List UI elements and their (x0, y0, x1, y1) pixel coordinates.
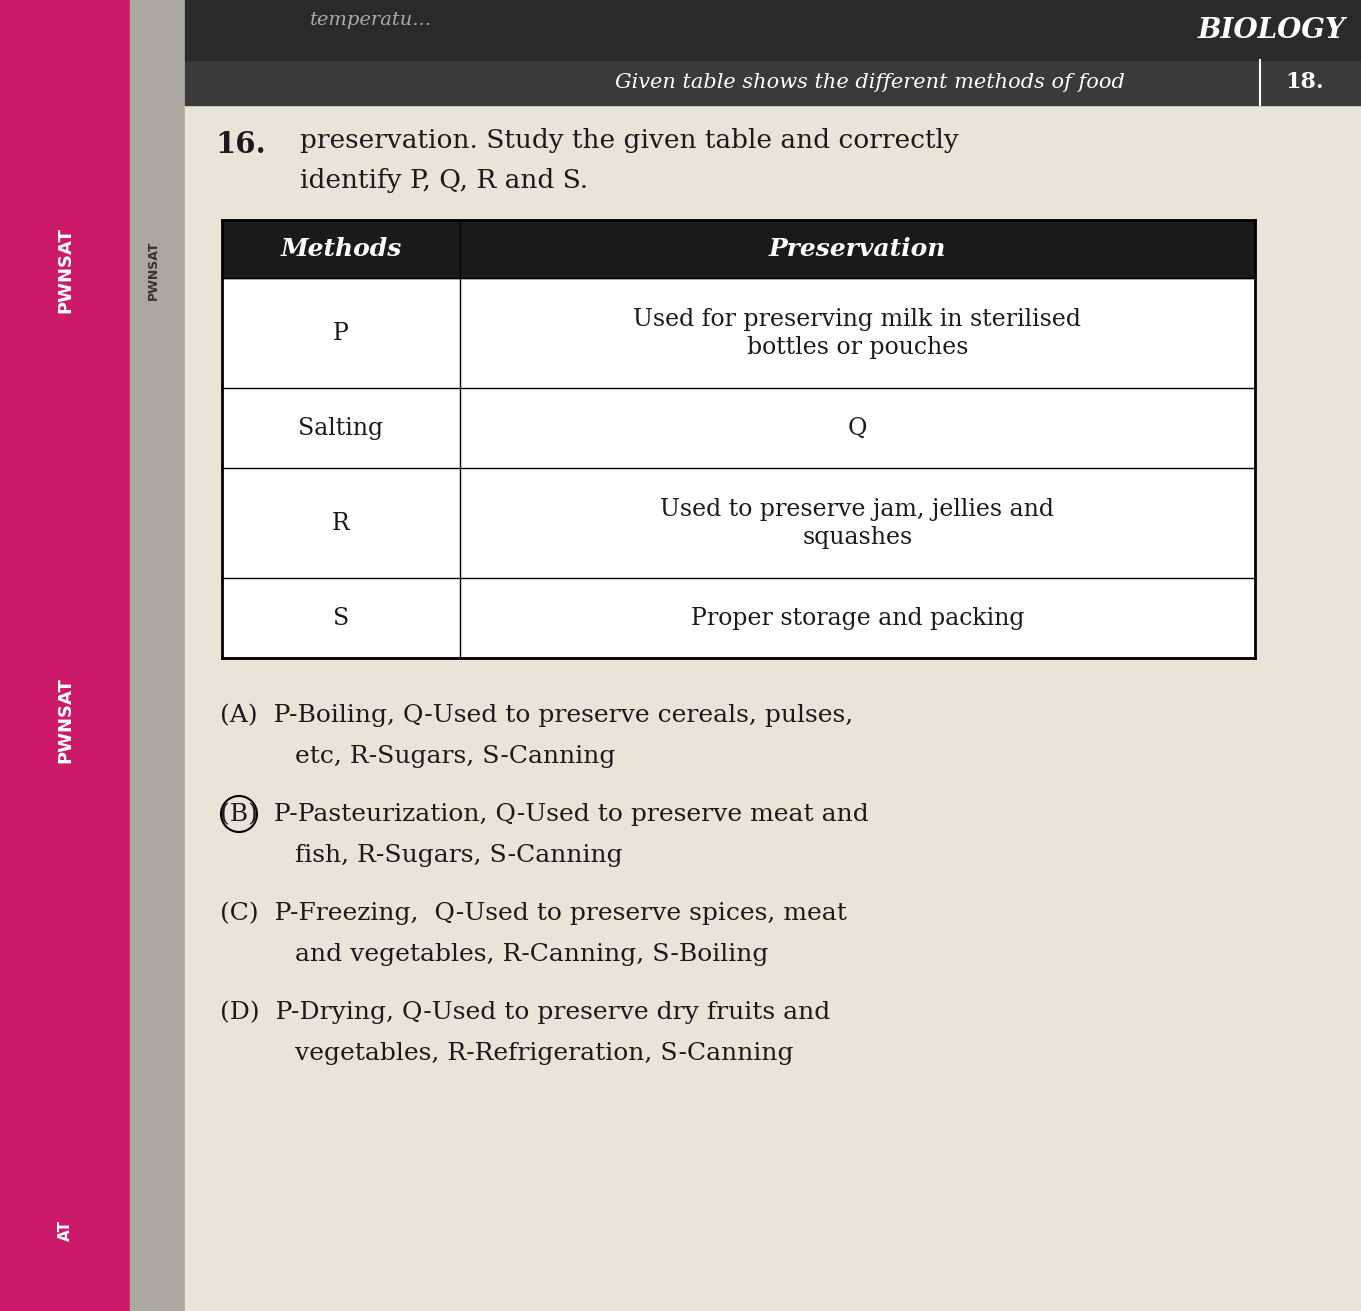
Text: temperatu...: temperatu... (310, 10, 431, 29)
Text: vegetables, R-Refrigeration, S-Canning: vegetables, R-Refrigeration, S-Canning (295, 1042, 793, 1065)
Text: Methods: Methods (280, 237, 401, 261)
Text: (A)  P-Boiling, Q-Used to preserve cereals, pulses,: (A) P-Boiling, Q-Used to preserve cereal… (220, 703, 853, 726)
Bar (185, 0, 1361, 60)
Text: AT: AT (57, 1219, 72, 1240)
Text: and vegetables, R-Canning, S-Boiling: and vegetables, R-Canning, S-Boiling (295, 943, 769, 966)
Text: Proper storage and packing: Proper storage and packing (691, 607, 1025, 629)
Text: (D)  P-Drying, Q-Used to preserve dry fruits and: (D) P-Drying, Q-Used to preserve dry fru… (220, 1000, 830, 1024)
Text: PWNSAT: PWNSAT (147, 240, 159, 300)
Text: Used to preserve jam, jellies and: Used to preserve jam, jellies and (660, 497, 1055, 520)
Bar (222, 220, 1255, 658)
Text: S: S (333, 607, 350, 629)
Text: Q: Q (848, 417, 867, 439)
Bar (0, 0, 131, 1311)
Text: etc, R-Sugars, S-Canning: etc, R-Sugars, S-Canning (295, 745, 615, 768)
Text: Used for preserving milk in sterilised: Used for preserving milk in sterilised (633, 308, 1082, 330)
Bar (222, 468, 1255, 578)
Text: squashes: squashes (803, 526, 913, 548)
Bar (131, 0, 185, 1311)
Text: (B)  P-Pasteurization, Q-Used to preserve meat and: (B) P-Pasteurization, Q-Used to preserve… (220, 802, 868, 826)
Bar (185, 60, 1361, 105)
Bar (185, 0, 1361, 1311)
Text: 18.: 18. (1286, 71, 1324, 93)
Text: BIOLOGY: BIOLOGY (1198, 17, 1345, 43)
Text: PWNSAT: PWNSAT (56, 676, 73, 763)
Text: fish, R-Sugars, S-Canning: fish, R-Sugars, S-Canning (295, 844, 622, 867)
Text: preservation. Study the given table and correctly: preservation. Study the given table and … (299, 128, 958, 153)
Text: 16.: 16. (215, 130, 265, 159)
Text: PWNSAT: PWNSAT (56, 227, 73, 313)
Text: Preservation: Preservation (769, 237, 946, 261)
Text: P: P (333, 321, 348, 345)
Bar (222, 388, 1255, 468)
Bar (222, 278, 1255, 388)
Text: R: R (332, 511, 350, 535)
Text: identify P, Q, R and S.: identify P, Q, R and S. (299, 168, 588, 193)
Text: Given table shows the different methods of food: Given table shows the different methods … (615, 72, 1126, 92)
Bar (222, 578, 1255, 658)
Text: bottles or pouches: bottles or pouches (747, 336, 968, 358)
Text: (C)  P-Freezing,  Q-Used to preserve spices, meat: (C) P-Freezing, Q-Used to preserve spice… (220, 901, 847, 924)
Text: Salting: Salting (298, 417, 384, 439)
Bar (222, 220, 1255, 278)
